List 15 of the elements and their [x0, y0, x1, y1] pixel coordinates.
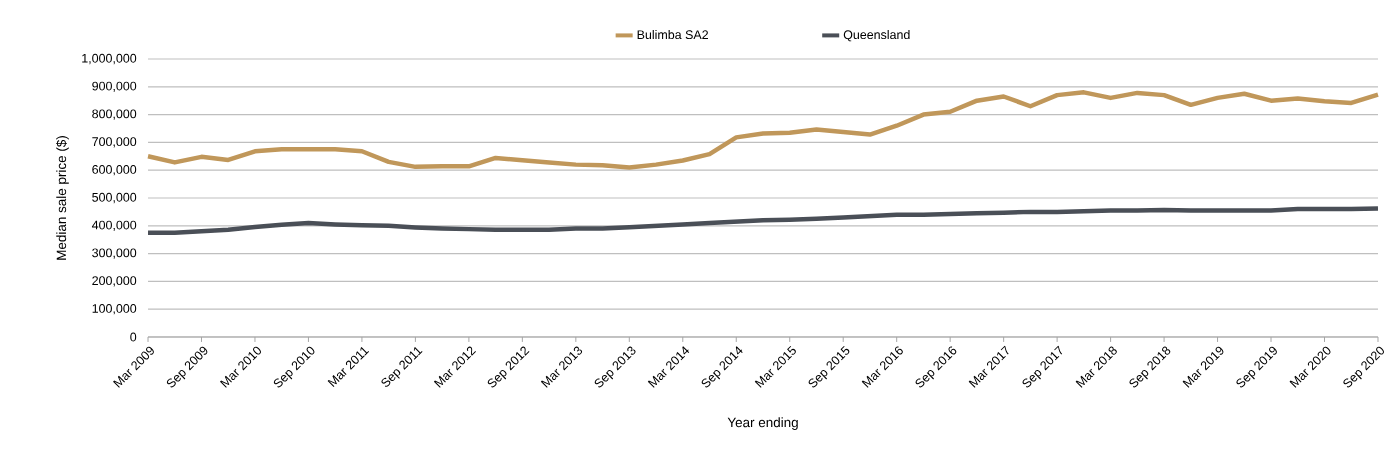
- y-tick-label: 1,000,000: [82, 53, 137, 65]
- y-tick-label: 300,000: [92, 248, 137, 259]
- y-tick-label: 0: [130, 332, 137, 342]
- y-tick-label: 500,000: [92, 192, 137, 204]
- x-axis-title: Year ending: [727, 417, 798, 430]
- y-tick-label: 100,000: [92, 304, 137, 315]
- y-tick-label: 200,000: [92, 276, 137, 287]
- y-tick-label: 800,000: [92, 109, 137, 120]
- y-tick-label: 400,000: [91, 220, 137, 231]
- legend-label: Bulimba SA2: [637, 29, 708, 40]
- y-axis-title: Median sale price ($): [56, 136, 69, 260]
- y-tick-label: 600,000: [92, 165, 137, 176]
- y-tick-label: 700,000: [92, 137, 137, 148]
- legend-label: Queensland: [843, 29, 910, 42]
- y-tick-label: 900,000: [92, 81, 137, 92]
